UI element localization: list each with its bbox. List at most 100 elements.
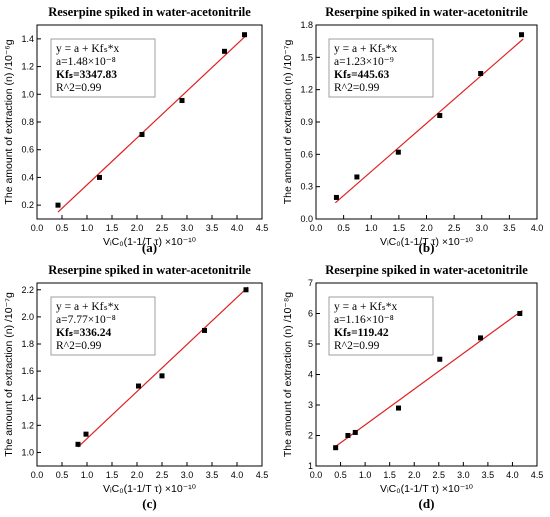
x-tick-label: 2.5 xyxy=(156,223,169,233)
regression-annotation-line: Kfₛ=336.24 xyxy=(56,327,111,339)
x-tick-label: 1.5 xyxy=(106,223,119,233)
x-tick-label: 2.0 xyxy=(131,223,144,233)
y-tick-label: 0.6 xyxy=(21,145,34,155)
x-tick-label: 3.0 xyxy=(475,223,488,233)
x-tick-label: 0.5 xyxy=(334,470,347,480)
regression-annotation-line: a=1.48×10⁻⁸ xyxy=(56,56,116,68)
regression-annotation-line: Kfₛ=3347.83 xyxy=(56,69,117,81)
y-tick-label: 1.0 xyxy=(21,447,34,457)
x-tick-label: 3.0 xyxy=(181,223,194,233)
x-tick-label: 0.0 xyxy=(310,470,323,480)
x-tick-label: 0.5 xyxy=(56,470,69,480)
regression-annotation-box xyxy=(328,38,434,98)
data-point xyxy=(136,383,141,389)
x-tick-label: 1.0 xyxy=(81,223,94,233)
x-tick-label: 3.5 xyxy=(503,223,516,233)
x-axis-label: VᵢC₀(1-1/T τ) ×10⁻¹⁰ xyxy=(103,483,197,495)
data-point xyxy=(75,441,81,447)
y-axis-label: The amount of extraction (n) /10⁻⁶g xyxy=(3,39,15,204)
regression-annotation-line: Kfₛ=445.63 xyxy=(334,69,389,81)
x-tick-label: 4.0 xyxy=(231,470,244,480)
x-tick-label: 3.5 xyxy=(206,470,219,480)
fit-line xyxy=(57,34,248,213)
data-point xyxy=(345,433,351,438)
data-point xyxy=(437,113,443,119)
y-tick-label: 5 xyxy=(308,339,313,349)
x-axis-label: VᵢC₀(1-1/T τ) ×10⁻¹⁰ xyxy=(380,483,474,495)
y-tick-label: 0.4 xyxy=(21,172,34,182)
data-point xyxy=(242,32,247,38)
x-tick-label: 4.5 xyxy=(256,223,269,233)
y-tick-label: 0.2 xyxy=(21,200,34,210)
y-tick-label: 2.2 xyxy=(21,285,34,295)
x-tick-label: 1.5 xyxy=(106,470,119,480)
chart-panel-a: Reserpine spiked in water-acetonitrile 0.… xyxy=(3,5,268,255)
panel-label: (a) xyxy=(142,240,157,255)
data-point xyxy=(395,149,401,155)
x-tick-label: 1.0 xyxy=(365,223,378,233)
x-tick-label: 1.5 xyxy=(393,223,406,233)
regression-annotation-line: y = a + Kfₛ*x xyxy=(56,301,120,313)
data-point xyxy=(354,174,360,180)
chart-title: Reserpine spiked in water-acetonitrile xyxy=(48,263,251,277)
x-tick-label: 1.0 xyxy=(81,470,94,480)
regression-annotation-line: y = a + Kfₛ*x xyxy=(334,301,398,313)
data-point xyxy=(478,71,484,76)
y-tick-label: 0.8 xyxy=(21,117,34,127)
panel-label: (d) xyxy=(419,496,435,511)
x-tick-label: 0.0 xyxy=(31,470,44,480)
chart-title: Reserpine spiked in water-acetonitrile xyxy=(48,5,251,19)
regression-annotation-line: R^2=0.99 xyxy=(56,82,102,94)
x-tick-label: 3.5 xyxy=(482,470,495,480)
y-tick-label: 1.2 xyxy=(21,420,34,430)
y-tick-label: 7 xyxy=(308,278,313,288)
regression-annotation-line: R^2=0.99 xyxy=(334,340,380,352)
y-tick-label: 2 xyxy=(308,431,313,441)
y-tick-label: 6 xyxy=(308,309,313,319)
data-point xyxy=(179,98,185,104)
chart-panel-c: Reserpine spiked in water-acetonitrile 0.… xyxy=(3,263,268,511)
chart-title: Reserpine spiked in water-acetonitrile xyxy=(325,263,528,277)
y-tick-label: 0.9 xyxy=(300,117,313,127)
data-point xyxy=(352,429,358,435)
regression-annotation-line: y = a + Kfₛ*x xyxy=(334,43,398,55)
regression-annotation-box xyxy=(50,38,156,98)
data-point xyxy=(243,287,249,293)
data-point xyxy=(396,405,402,411)
x-tick-label: 4.5 xyxy=(531,470,544,480)
data-point xyxy=(437,356,443,362)
x-axis-label: VᵢC₀(1-1/T τ) ×10⁻¹⁰ xyxy=(380,236,474,248)
panel-label: (b) xyxy=(419,240,435,255)
y-tick-label: 1.8 xyxy=(300,20,313,30)
y-tick-label: 3 xyxy=(308,400,313,410)
regression-annotation-line: Kfₛ=119.42 xyxy=(334,327,389,339)
regression-annotation-box xyxy=(328,296,434,356)
x-tick-label: 2.0 xyxy=(131,470,144,480)
x-tick-label: 2.0 xyxy=(420,223,433,233)
chart-panel-b: Reserpine spiked in water-acetonitrile 0.… xyxy=(282,5,543,255)
regression-annotation-line: a=1.23×10⁻⁹ xyxy=(334,56,394,68)
x-tick-label: 0.5 xyxy=(337,223,350,233)
regression-annotation-line: a=7.77×10⁻⁸ xyxy=(56,314,116,326)
fit-line xyxy=(334,38,524,204)
x-tick-label: 0.5 xyxy=(56,223,69,233)
x-tick-label: 4.0 xyxy=(531,223,544,233)
y-tick-label: 0.0 xyxy=(300,214,313,224)
data-point xyxy=(519,32,525,38)
x-tick-label: 0.0 xyxy=(31,223,44,233)
y-tick-label: 4 xyxy=(308,370,313,380)
regression-annotation-line: R^2=0.99 xyxy=(334,82,380,94)
data-point xyxy=(333,445,339,451)
data-point xyxy=(333,194,339,200)
panel-label: (c) xyxy=(142,496,156,511)
x-tick-label: 3.5 xyxy=(206,223,219,233)
y-tick-label: 2.0 xyxy=(21,312,34,322)
x-tick-label: 1.5 xyxy=(383,470,396,480)
regression-annotation-box xyxy=(50,296,156,356)
y-axis-label: The amount of extraction (n) /10⁻⁸g xyxy=(282,292,294,457)
y-tick-label: 1.4 xyxy=(21,393,34,403)
x-tick-label: 1.0 xyxy=(359,470,372,480)
data-point xyxy=(55,202,61,208)
chart-title: Reserpine spiked in water-acetonitrile xyxy=(325,5,528,19)
data-point xyxy=(139,131,145,137)
